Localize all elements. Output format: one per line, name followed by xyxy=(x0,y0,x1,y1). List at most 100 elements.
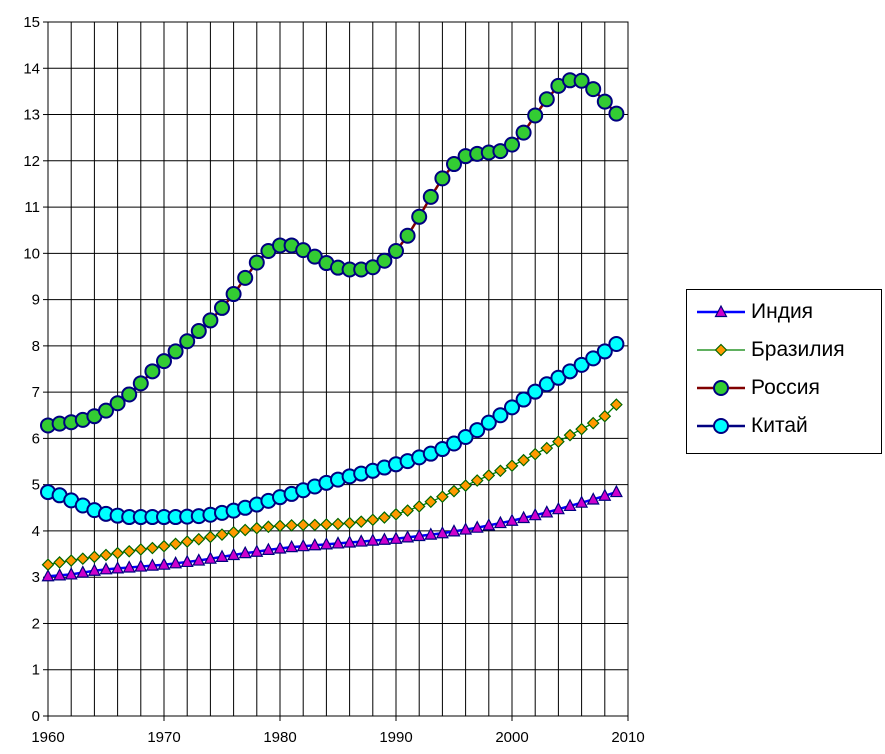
data-point xyxy=(64,554,78,567)
data-point xyxy=(551,501,565,515)
data-point xyxy=(76,552,90,566)
data-point xyxy=(528,507,542,521)
data-point xyxy=(320,518,333,531)
y-tick-label: 1 xyxy=(32,662,40,679)
data-point xyxy=(261,542,275,556)
x-tick-label: 1960 xyxy=(31,729,64,746)
data-point xyxy=(192,532,206,546)
legend-swatch xyxy=(697,380,745,396)
data-point xyxy=(596,343,613,360)
data-point xyxy=(41,558,55,572)
data-point xyxy=(435,525,449,539)
legend-label: Россия xyxy=(751,376,820,399)
data-point xyxy=(389,507,403,521)
data-point xyxy=(446,156,462,173)
data-point xyxy=(192,553,206,566)
data-point xyxy=(53,556,66,569)
data-point xyxy=(596,93,613,110)
data-point xyxy=(88,550,101,564)
x-tick-label: 1970 xyxy=(147,729,180,746)
data-point xyxy=(99,562,113,575)
data-point xyxy=(331,517,345,531)
data-point xyxy=(540,441,554,455)
data-point xyxy=(273,519,287,533)
legend-item: Бразилия xyxy=(687,332,883,368)
data-point xyxy=(608,336,625,353)
y-tick-label: 8 xyxy=(32,338,40,355)
data-point xyxy=(179,333,196,350)
data-point xyxy=(204,530,217,544)
data-point xyxy=(134,559,148,572)
data-point xyxy=(354,515,368,529)
legend-item: Китай xyxy=(687,408,883,444)
x-tick-label: 2010 xyxy=(611,729,644,746)
data-point xyxy=(296,518,310,532)
data-point xyxy=(122,560,136,573)
data-point xyxy=(238,545,252,559)
data-point xyxy=(563,498,577,512)
data-point xyxy=(227,547,241,561)
data-point xyxy=(203,551,217,564)
legend-swatch xyxy=(697,304,745,318)
data-point xyxy=(53,568,67,581)
y-tick-label: 0 xyxy=(32,708,40,725)
data-point xyxy=(482,518,496,531)
data-point xyxy=(377,532,391,545)
y-tick-label: 4 xyxy=(32,523,40,540)
data-point xyxy=(237,269,254,286)
data-point xyxy=(412,500,426,513)
data-point xyxy=(157,557,171,570)
data-point xyxy=(388,243,404,260)
data-point xyxy=(528,447,542,461)
data-point xyxy=(121,386,138,403)
data-point xyxy=(145,558,159,571)
data-point xyxy=(585,81,602,98)
data-point xyxy=(389,531,403,544)
data-point xyxy=(190,323,207,340)
data-point xyxy=(469,422,486,439)
y-tick-label: 13 xyxy=(23,107,40,124)
data-point xyxy=(331,536,345,549)
data-point xyxy=(285,539,299,553)
y-tick-label: 11 xyxy=(24,199,40,216)
data-point xyxy=(285,519,298,532)
y-tick-label: 2 xyxy=(32,615,40,632)
data-point xyxy=(354,534,368,547)
legend-item: Индия xyxy=(687,294,883,330)
data-point xyxy=(227,525,240,539)
legend-swatch xyxy=(697,418,745,434)
data-point xyxy=(214,299,230,316)
data-point xyxy=(99,548,113,562)
data-point xyxy=(422,188,439,205)
data-point xyxy=(586,492,600,505)
data-point xyxy=(215,528,229,541)
data-point xyxy=(273,541,287,554)
data-point xyxy=(132,375,149,392)
y-tick-label: 14 xyxy=(23,60,40,77)
data-point xyxy=(87,563,101,576)
plot-area xyxy=(48,22,628,716)
data-point xyxy=(376,252,393,269)
series-2 xyxy=(41,398,623,572)
y-tick-label: 7 xyxy=(32,384,40,401)
data-point xyxy=(504,399,520,416)
data-point xyxy=(250,544,264,557)
data-point xyxy=(608,105,625,122)
data-point xyxy=(538,91,555,108)
data-point xyxy=(527,107,544,124)
data-point xyxy=(238,523,252,537)
data-point xyxy=(598,488,612,501)
x-tick-label: 2000 xyxy=(495,729,528,746)
data-point xyxy=(366,533,380,546)
y-tick-label: 10 xyxy=(23,245,40,262)
data-point xyxy=(262,520,275,534)
data-point xyxy=(248,254,265,271)
data-point xyxy=(111,561,125,574)
y-tick-label: 5 xyxy=(32,477,40,494)
legend-swatch xyxy=(697,343,745,357)
data-point xyxy=(180,535,194,548)
data-point xyxy=(146,541,159,555)
data-point xyxy=(517,510,531,524)
plot-border xyxy=(47,21,629,717)
